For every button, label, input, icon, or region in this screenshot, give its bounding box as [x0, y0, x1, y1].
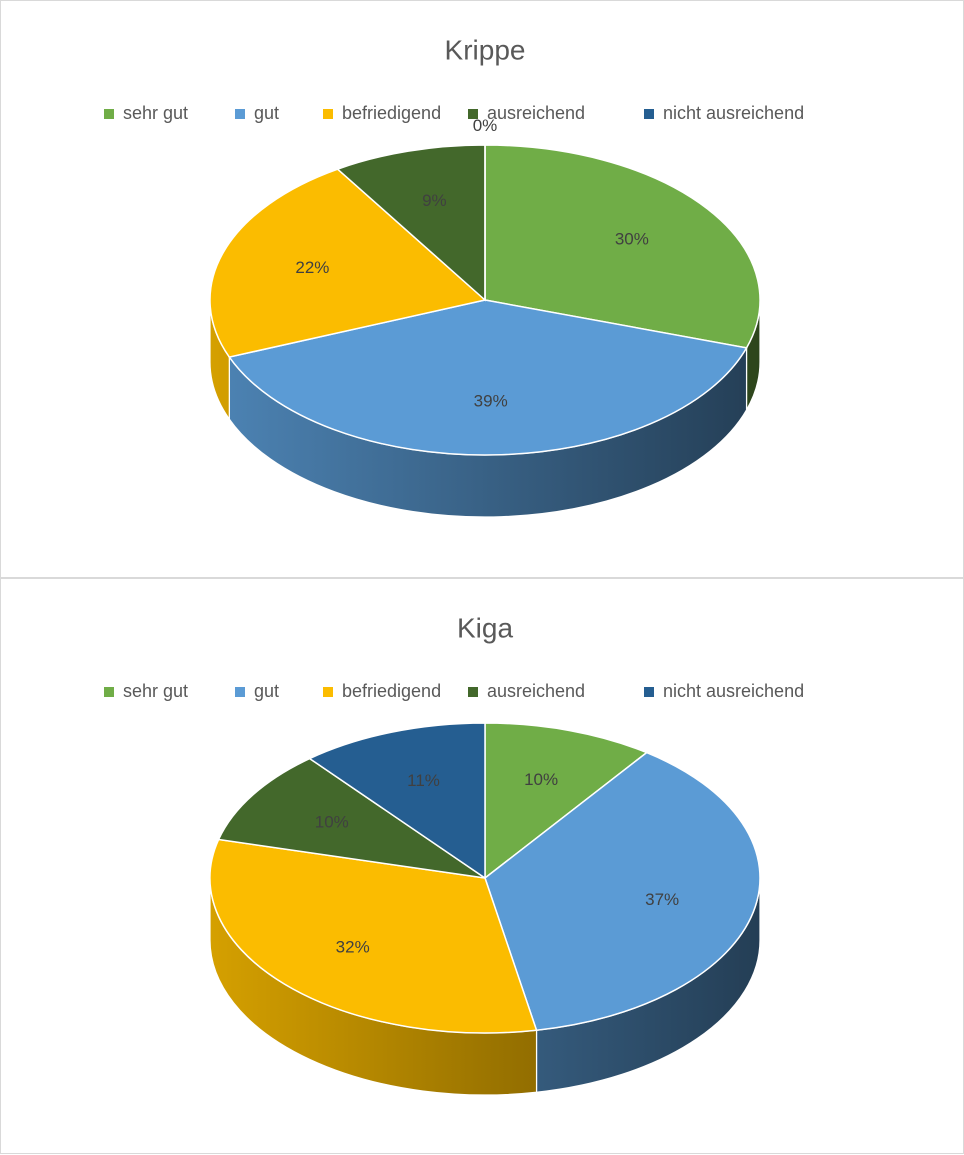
- legend-swatch: [104, 109, 114, 119]
- legend-label: ausreichend: [487, 681, 585, 701]
- data-label: 10%: [524, 770, 558, 789]
- data-label: 30%: [615, 229, 649, 248]
- legend-label: befriedigend: [342, 103, 441, 123]
- legend-label: nicht ausreichend: [663, 681, 804, 701]
- slice: [209, 838, 538, 1034]
- legend-swatch: [235, 687, 245, 697]
- data-label: 39%: [474, 392, 508, 411]
- slice: [484, 144, 761, 349]
- legend-label: sehr gut: [123, 103, 188, 123]
- slice: [484, 751, 761, 1032]
- legend-swatch: [323, 109, 333, 119]
- legend-label: ausreichend: [487, 103, 585, 123]
- slice: [209, 168, 487, 358]
- legend-label: befriedigend: [342, 681, 441, 701]
- legend-swatch: [644, 687, 654, 697]
- legend-swatch: [468, 687, 478, 697]
- legend-swatch: [104, 687, 114, 697]
- legend-swatch: [235, 109, 245, 119]
- data-label: 0%: [473, 116, 498, 135]
- slice: [217, 757, 486, 879]
- legend-label: gut: [254, 681, 279, 701]
- legend-swatch: [468, 109, 478, 119]
- slice: [308, 722, 486, 880]
- legend-label: gut: [254, 103, 279, 123]
- data-label: 32%: [336, 938, 370, 957]
- chart-title: Kiga: [457, 612, 513, 643]
- chart-title: Krippe: [445, 34, 526, 65]
- data-label: 11%: [407, 771, 440, 790]
- legend-swatch: [644, 109, 654, 119]
- data-label: 37%: [645, 890, 679, 909]
- legend-swatch: [323, 687, 333, 697]
- legend-label: nicht ausreichend: [663, 103, 804, 123]
- data-label: 10%: [315, 813, 349, 832]
- slice: [336, 144, 486, 302]
- data-label: 9%: [422, 191, 447, 210]
- slice: [484, 722, 649, 880]
- legend-label: sehr gut: [123, 681, 188, 701]
- slice: [228, 299, 748, 456]
- data-label: 22%: [295, 258, 329, 277]
